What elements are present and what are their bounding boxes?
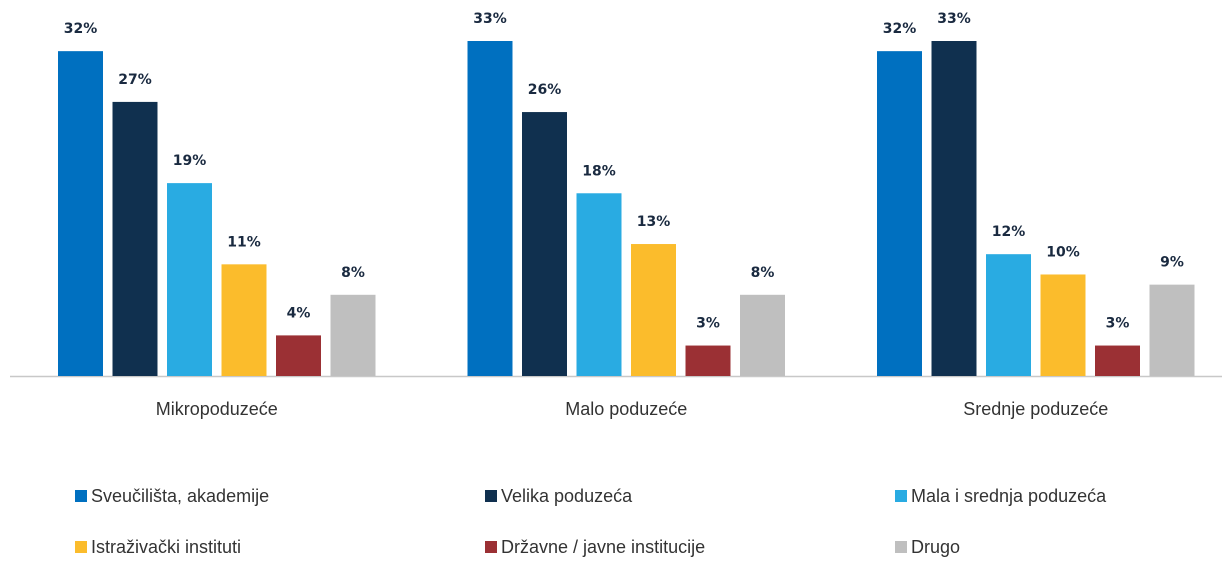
value-label: 12% (992, 224, 1026, 240)
legend-swatch (895, 541, 907, 553)
legend-swatch (485, 490, 497, 502)
legend-swatch (485, 541, 497, 553)
legend-label: Drugo (911, 537, 960, 557)
bar (221, 264, 267, 376)
value-label: 27% (118, 72, 152, 88)
value-label: 18% (582, 163, 616, 179)
value-label: 8% (341, 265, 365, 281)
bar (877, 51, 922, 376)
value-label: 9% (1160, 255, 1184, 271)
bar (276, 335, 321, 376)
legend-swatch (75, 541, 87, 553)
x-tick-label: Srednje poduzeće (963, 399, 1108, 419)
legend-label: Sveučilišta, akademije (91, 486, 269, 506)
value-label: 32% (64, 21, 98, 37)
value-label: 3% (696, 316, 720, 332)
x-tick-label: Malo poduzeće (565, 399, 687, 419)
bar (685, 345, 731, 376)
value-label: 4% (287, 305, 311, 321)
bar (330, 294, 376, 376)
value-label: 32% (883, 21, 917, 37)
legend-swatch (895, 490, 907, 502)
x-tick-label: Mikropoduzeće (156, 399, 278, 419)
bar (986, 254, 1031, 376)
value-label: 3% (1106, 316, 1130, 332)
bar (1095, 345, 1140, 376)
bar (522, 112, 567, 376)
legend-label: Mala i srednja poduzeća (911, 486, 1107, 506)
value-label: 26% (528, 82, 562, 98)
bar (931, 41, 977, 376)
bar (1149, 284, 1195, 376)
value-label: 13% (637, 214, 671, 230)
value-label: 19% (173, 153, 207, 169)
value-label: 33% (937, 11, 971, 27)
bar (112, 101, 158, 376)
legend-label: Istraživački instituti (91, 537, 241, 557)
bar (1040, 274, 1086, 376)
bar (740, 294, 785, 376)
legend-swatch (75, 490, 87, 502)
value-label: 11% (227, 234, 261, 250)
bar (467, 41, 513, 376)
legend-label: Velika poduzeća (501, 486, 633, 506)
value-label: 33% (473, 11, 507, 27)
value-label: 10% (1046, 244, 1080, 260)
bar (631, 244, 676, 376)
value-label: 8% (751, 265, 775, 281)
bar (576, 193, 622, 376)
legend-label: Državne / javne institucije (501, 537, 705, 557)
bar (167, 183, 212, 376)
bar (58, 51, 103, 376)
